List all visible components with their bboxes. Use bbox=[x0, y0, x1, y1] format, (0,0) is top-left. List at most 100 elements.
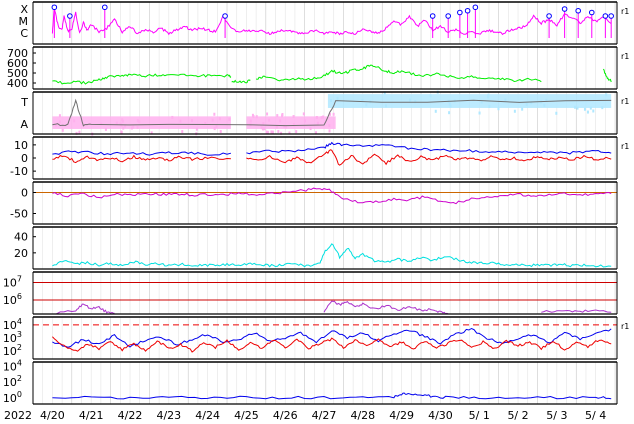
polarity-speck-1-0-5 bbox=[584, 108, 586, 111]
polarity-speck-0-0-31 bbox=[132, 126, 134, 129]
polarity-speck-1-0-38 bbox=[514, 110, 516, 113]
polarity-speck-0-1-38 bbox=[293, 115, 295, 118]
polarity-speck-0-0-23 bbox=[121, 118, 123, 121]
right-label-xray-log: r1 bbox=[621, 322, 629, 331]
polarity-speck-1-0-0 bbox=[488, 105, 490, 108]
x-tick-label-6: 4/26 bbox=[273, 409, 298, 422]
polarity-speck-0-0-26 bbox=[137, 126, 139, 129]
flare-marker-7 bbox=[465, 8, 470, 13]
x-tick-label-4: 4/24 bbox=[195, 409, 220, 422]
polarity-speck-1-0-6 bbox=[587, 111, 589, 114]
ylabel-polarity-1: A bbox=[20, 118, 28, 131]
polarity-speck-1-0-37 bbox=[449, 105, 451, 108]
polarity-speck-1-0-13 bbox=[521, 108, 523, 111]
polarity-speck-0-0-15 bbox=[181, 130, 183, 133]
polarity-speck-1-0-15 bbox=[330, 99, 332, 102]
polarity-speck-1-0-35 bbox=[605, 93, 607, 96]
polarity-speck-0-1-9 bbox=[279, 119, 281, 122]
x-tick-label-12: 5/ 2 bbox=[507, 409, 528, 422]
polarity-speck-0-1-17 bbox=[277, 130, 279, 133]
flare-marker-5 bbox=[446, 14, 451, 19]
polarity-speck-0-0-6 bbox=[179, 120, 181, 123]
flare-marker-2 bbox=[102, 5, 107, 10]
polarity-speck-0-0-37 bbox=[191, 119, 193, 122]
x-tick-label-14: 5/ 4 bbox=[585, 409, 606, 422]
polarity-speck-0-1-24 bbox=[276, 114, 278, 117]
polarity-speck-1-0-31 bbox=[592, 109, 594, 112]
flare-marker-1 bbox=[68, 14, 73, 19]
x-tick-label-9: 4/29 bbox=[389, 409, 414, 422]
year-label: 2022 bbox=[4, 409, 32, 422]
polarity-speck-0-1-16 bbox=[328, 124, 330, 127]
polarity-speck-0-1-25 bbox=[267, 131, 269, 134]
right-label-flare-class: r1 bbox=[621, 7, 629, 16]
polarity-speck-0-1-31 bbox=[281, 113, 283, 116]
polarity-speck-1-0-12 bbox=[430, 94, 432, 97]
polarity-speck-1-0-30 bbox=[526, 103, 528, 106]
ytick-imf-0: -10 bbox=[10, 165, 28, 178]
flare-marker-0 bbox=[52, 5, 57, 10]
x-tick-label-5: 4/25 bbox=[234, 409, 259, 422]
polarity-speck-0-1-36 bbox=[266, 112, 268, 115]
polarity-speck-1-0-33 bbox=[577, 107, 579, 110]
polarity-speck-0-0-9 bbox=[116, 122, 118, 125]
x-tick-label-11: 5/ 1 bbox=[469, 409, 490, 422]
flare-marker-11 bbox=[576, 8, 581, 13]
ylabel-polarity-0: T bbox=[20, 96, 28, 109]
x-tick-label-7: 4/27 bbox=[312, 409, 337, 422]
x-tick-label-3: 4/23 bbox=[156, 409, 181, 422]
polarity-speck-0-0-18 bbox=[137, 119, 139, 122]
x-tick-label-13: 5/ 3 bbox=[546, 409, 567, 422]
ytick-kp-proton-1: 40 bbox=[14, 231, 28, 244]
polarity-speck-0-1-8 bbox=[304, 119, 306, 122]
polarity-speck-0-0-7 bbox=[213, 113, 215, 116]
polarity-speck-1-0-4 bbox=[479, 112, 481, 115]
right-label-imf: r1 bbox=[621, 142, 629, 151]
x-tick-label-1: 4/21 bbox=[79, 409, 104, 422]
polarity-speck-0-0-33 bbox=[171, 116, 173, 119]
polarity-speck-0-0-39 bbox=[228, 118, 230, 121]
flare-marker-8 bbox=[473, 5, 478, 10]
polarity-speck-0-0-27 bbox=[73, 119, 75, 122]
polarity-speck-0-0-24 bbox=[120, 130, 122, 133]
polarity-speck-0-0-3 bbox=[59, 120, 61, 123]
polarity-speck-1-0-9 bbox=[543, 104, 545, 107]
x-tick-label-8: 4/28 bbox=[350, 409, 375, 422]
polarity-speck-0-0-0 bbox=[78, 131, 80, 134]
flare-marker-13 bbox=[603, 14, 608, 19]
polarity-speck-0-1-39 bbox=[322, 115, 324, 118]
ytick-solar-wind-speed-3: 700 bbox=[7, 47, 28, 60]
polarity-speck-1-0-10 bbox=[504, 98, 506, 101]
polarity-speck-0-1-37 bbox=[270, 130, 272, 133]
polarity-speck-0-1-34 bbox=[333, 113, 335, 116]
flare-marker-12 bbox=[589, 10, 594, 15]
polarity-speck-0-0-35 bbox=[105, 128, 107, 131]
ytick-imf-1: 0 bbox=[21, 152, 28, 165]
polarity-speck-1-0-29 bbox=[435, 110, 437, 113]
polarity-speck-0-1-4 bbox=[261, 126, 263, 129]
polarity-speck-0-1-33 bbox=[268, 119, 270, 122]
ytick-kp-proton-0: 20 bbox=[14, 247, 28, 260]
polarity-speck-0-1-28 bbox=[252, 115, 254, 118]
polarity-speck-0-1-30 bbox=[317, 122, 319, 125]
polarity-speck-1-0-17 bbox=[590, 107, 592, 110]
polarity-speck-0-1-10 bbox=[262, 122, 264, 125]
flare-marker-6 bbox=[458, 10, 463, 15]
polarity-speck-0-1-13 bbox=[295, 130, 297, 133]
ytick-dst-1: 0 bbox=[21, 187, 28, 200]
polarity-speck-1-0-21 bbox=[555, 112, 557, 115]
polarity-speck-0-0-8 bbox=[196, 128, 198, 131]
polarity-speck-1-0-18 bbox=[409, 99, 411, 102]
polarity-speck-1-0-1 bbox=[601, 106, 603, 109]
polarity-speck-0-1-6 bbox=[250, 120, 252, 123]
polarity-speck-0-1-35 bbox=[256, 115, 258, 118]
ytick-imf-2: 10 bbox=[14, 139, 28, 152]
polarity-speck-1-0-32 bbox=[337, 97, 339, 100]
right-label-polarity: r1 bbox=[621, 97, 629, 106]
ytick-dst-0: -50 bbox=[10, 208, 28, 221]
polarity-speck-0-1-22 bbox=[310, 127, 312, 130]
polarity-speck-1-0-39 bbox=[574, 106, 576, 109]
flare-marker-4 bbox=[430, 14, 435, 19]
